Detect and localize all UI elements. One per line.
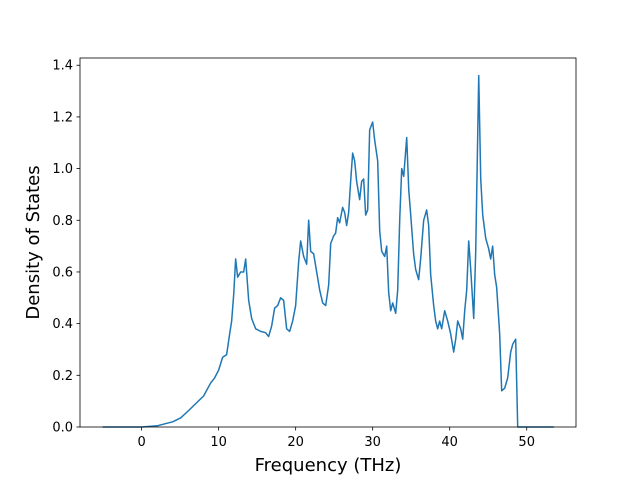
y-tick-label: 0.2	[52, 369, 73, 384]
x-tick-label: 50	[518, 435, 535, 450]
x-tick-label: 20	[287, 435, 304, 450]
x-tick-label: 30	[364, 435, 381, 450]
y-tick-label: 0.8	[52, 214, 73, 229]
y-tick-label: 0.4	[52, 317, 73, 332]
y-tick-label: 1.2	[52, 110, 73, 125]
x-tick-label: 0	[137, 435, 145, 450]
y-tick-label: 0.6	[52, 265, 73, 280]
x-axis-label: Frequency (THz)	[255, 455, 402, 476]
y-tick-label: 0.0	[52, 421, 73, 436]
y-tick-label: 1.4	[52, 59, 73, 74]
y-tick-label: 1.0	[52, 162, 73, 177]
x-tick-label: 40	[441, 435, 458, 450]
plot-frame	[79, 57, 577, 428]
line	[102, 74, 554, 428]
x-tick-label: 10	[210, 435, 227, 450]
y-axis-label: Density of States	[23, 165, 44, 319]
